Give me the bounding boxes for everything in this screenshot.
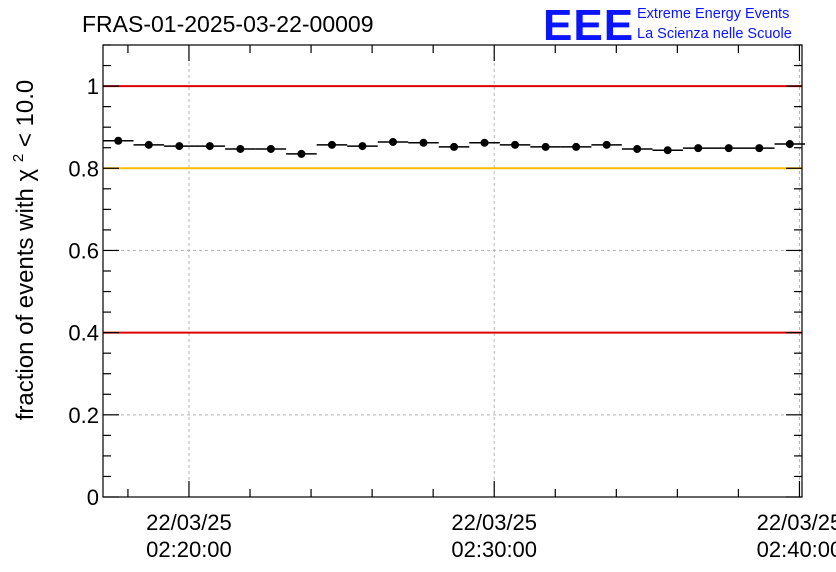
logo-mark: EEE bbox=[543, 1, 634, 50]
grid-lines bbox=[103, 45, 802, 497]
data-point-0 bbox=[114, 136, 123, 145]
y-tick-label-0: 0 bbox=[87, 485, 99, 510]
data-series bbox=[103, 136, 806, 158]
data-point-4 bbox=[236, 144, 245, 153]
plot-frame bbox=[102, 44, 803, 498]
x-tick-label-date-2: 22/03/25 bbox=[757, 510, 836, 535]
data-point-8 bbox=[358, 142, 367, 151]
y-tick-label-3: 0.6 bbox=[68, 238, 99, 263]
data-point-15 bbox=[572, 142, 581, 151]
logo-line-2: La Scienza nelle Scuole bbox=[637, 26, 792, 42]
data-point-3 bbox=[205, 142, 214, 151]
eee-logo: EEE Extreme Energy Events La Scienza nel… bbox=[543, 1, 792, 50]
data-point-9 bbox=[388, 137, 397, 146]
logo-line-1: Extreme Energy Events bbox=[637, 6, 789, 22]
y-axis-label-chi: χ bbox=[12, 168, 39, 181]
y-axis-label-tail: < 10.0 bbox=[12, 80, 39, 147]
x-tick-label-date-0: 22/03/25 bbox=[146, 510, 232, 535]
data-point-22 bbox=[785, 140, 794, 149]
data-point-17 bbox=[633, 144, 642, 153]
data-point-19 bbox=[694, 144, 703, 153]
y-tick-label-1: 0.2 bbox=[68, 403, 99, 428]
data-point-18 bbox=[663, 146, 672, 155]
data-point-1 bbox=[144, 140, 153, 149]
data-point-11 bbox=[450, 142, 459, 151]
x-tick-label-time-0: 02:20:00 bbox=[146, 537, 232, 562]
reference-lines bbox=[103, 85, 802, 334]
data-point-13 bbox=[511, 140, 520, 149]
y-tick-label-5: 1 bbox=[87, 74, 99, 99]
data-point-2 bbox=[175, 142, 184, 151]
data-point-12 bbox=[480, 138, 489, 147]
y-tick-label-2: 0.4 bbox=[68, 321, 99, 346]
data-point-10 bbox=[419, 138, 428, 147]
data-point-7 bbox=[327, 140, 336, 149]
y-axis-label-text: fraction of events with bbox=[12, 188, 39, 420]
x-tick-label-time-2: 02:40:00 bbox=[757, 537, 836, 562]
chart-title: FRAS-01-2025-03-22-00009 bbox=[82, 11, 374, 37]
axes: 00.20.40.60.8122/03/2502:20:0022/03/2502… bbox=[68, 44, 836, 562]
y-axis-label-superscript: 2 bbox=[10, 154, 27, 162]
data-point-21 bbox=[755, 144, 764, 153]
data-point-16 bbox=[602, 140, 611, 149]
y-tick-label-4: 0.8 bbox=[68, 156, 99, 181]
y-axis-label: fraction of events with χ 2 < 10.0 bbox=[2, 80, 39, 421]
data-point-20 bbox=[724, 144, 733, 153]
data-point-5 bbox=[266, 144, 275, 153]
data-point-6 bbox=[297, 149, 306, 158]
data-point-14 bbox=[541, 142, 550, 151]
x-tick-label-date-1: 22/03/25 bbox=[451, 510, 537, 535]
x-tick-label-time-1: 02:30:00 bbox=[451, 537, 537, 562]
